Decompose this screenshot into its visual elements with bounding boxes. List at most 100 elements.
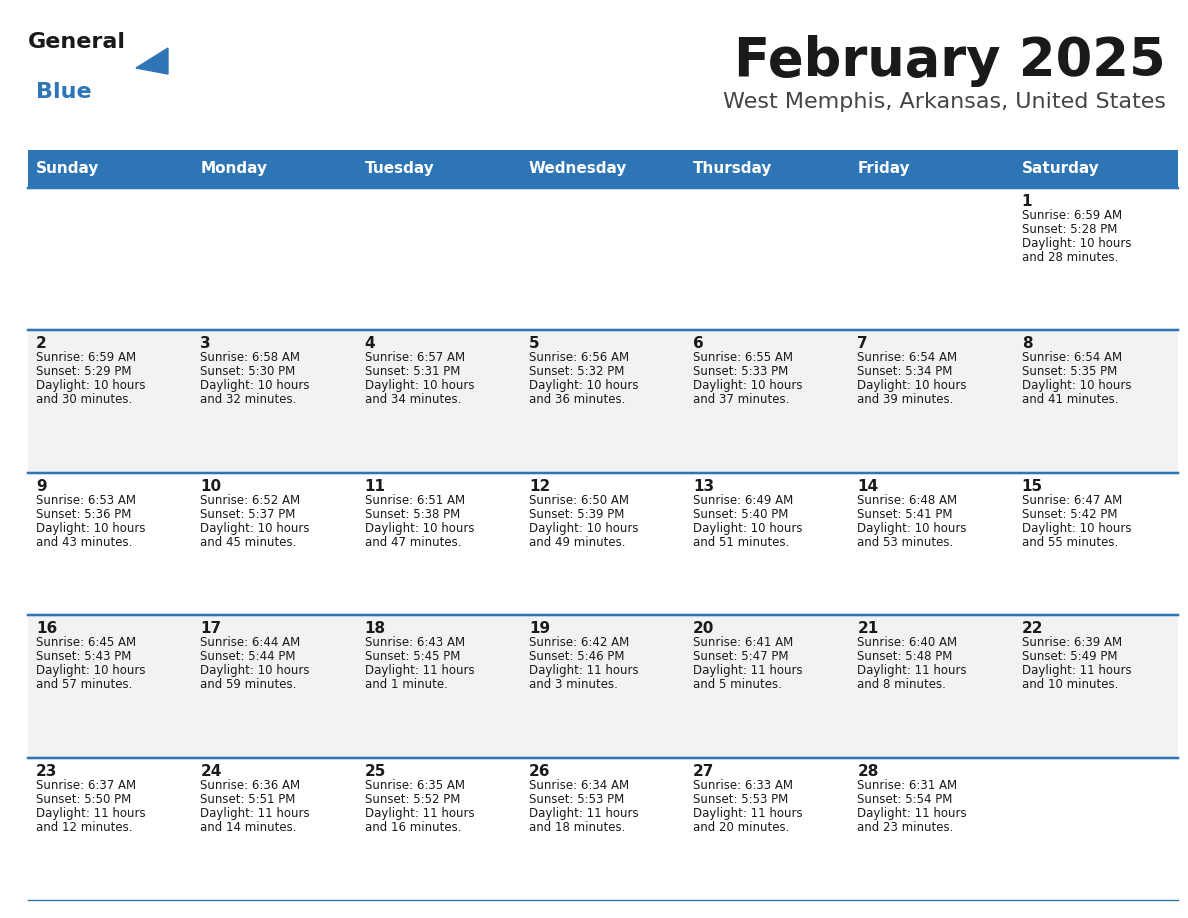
Bar	[685, 615, 849, 757]
Text: Sunrise: 6:39 AM: Sunrise: 6:39 AM	[1022, 636, 1121, 649]
Text: Sunday: Sunday	[36, 162, 100, 176]
Text: Daylight: 11 hours: Daylight: 11 hours	[201, 807, 310, 820]
Text: Sunset: 5:40 PM: Sunset: 5:40 PM	[693, 508, 789, 521]
Text: 24: 24	[201, 764, 222, 778]
Bar	[1013, 615, 1178, 757]
Bar	[520, 615, 685, 757]
Text: Daylight: 10 hours: Daylight: 10 hours	[529, 379, 638, 392]
Bar	[356, 188, 520, 330]
Bar	[356, 757, 520, 900]
Text: Sunrise: 6:35 AM: Sunrise: 6:35 AM	[365, 778, 465, 791]
Text: and 59 minutes.: and 59 minutes.	[201, 678, 297, 691]
Text: Daylight: 10 hours: Daylight: 10 hours	[529, 521, 638, 535]
Text: and 57 minutes.: and 57 minutes.	[36, 678, 132, 691]
Text: Sunset: 5:34 PM: Sunset: 5:34 PM	[858, 365, 953, 378]
Text: Sunset: 5:42 PM: Sunset: 5:42 PM	[1022, 508, 1117, 521]
Text: Sunrise: 6:59 AM: Sunrise: 6:59 AM	[36, 352, 137, 364]
Text: Sunrise: 6:48 AM: Sunrise: 6:48 AM	[858, 494, 958, 507]
Bar	[29, 188, 192, 330]
Text: Sunset: 5:44 PM: Sunset: 5:44 PM	[201, 650, 296, 663]
Text: Sunrise: 6:57 AM: Sunrise: 6:57 AM	[365, 352, 465, 364]
Text: General: General	[29, 32, 126, 52]
Text: Daylight: 11 hours: Daylight: 11 hours	[365, 665, 474, 677]
Text: Sunset: 5:36 PM: Sunset: 5:36 PM	[36, 508, 132, 521]
Text: Sunset: 5:35 PM: Sunset: 5:35 PM	[1022, 365, 1117, 378]
Text: Daylight: 10 hours: Daylight: 10 hours	[36, 521, 145, 535]
Text: and 39 minutes.: and 39 minutes.	[858, 394, 954, 407]
Bar	[520, 330, 685, 473]
Text: Sunrise: 6:59 AM: Sunrise: 6:59 AM	[1022, 209, 1121, 222]
Text: Daylight: 10 hours: Daylight: 10 hours	[201, 665, 310, 677]
Text: Sunrise: 6:45 AM: Sunrise: 6:45 AM	[36, 636, 137, 649]
Text: and 51 minutes.: and 51 minutes.	[693, 536, 790, 549]
Text: Sunrise: 6:52 AM: Sunrise: 6:52 AM	[201, 494, 301, 507]
Bar	[849, 330, 1013, 473]
Text: 26: 26	[529, 764, 550, 778]
Bar	[1013, 330, 1178, 473]
Text: and 36 minutes.: and 36 minutes.	[529, 394, 625, 407]
Text: and 16 minutes.: and 16 minutes.	[365, 821, 461, 834]
Bar	[685, 330, 849, 473]
Bar	[356, 473, 520, 615]
Text: Sunrise: 6:54 AM: Sunrise: 6:54 AM	[1022, 352, 1121, 364]
Bar	[849, 150, 1013, 188]
Bar	[520, 188, 685, 330]
Text: and 23 minutes.: and 23 minutes.	[858, 821, 954, 834]
Text: Sunset: 5:51 PM: Sunset: 5:51 PM	[201, 792, 296, 806]
Text: Monday: Monday	[201, 162, 267, 176]
Text: 14: 14	[858, 479, 879, 494]
Text: Sunset: 5:52 PM: Sunset: 5:52 PM	[365, 792, 460, 806]
Text: Sunrise: 6:51 AM: Sunrise: 6:51 AM	[365, 494, 465, 507]
Bar	[849, 757, 1013, 900]
Text: 10: 10	[201, 479, 221, 494]
Text: Sunset: 5:47 PM: Sunset: 5:47 PM	[693, 650, 789, 663]
Text: and 8 minutes.: and 8 minutes.	[858, 678, 947, 691]
Text: Daylight: 10 hours: Daylight: 10 hours	[1022, 379, 1131, 392]
Text: Sunrise: 6:43 AM: Sunrise: 6:43 AM	[365, 636, 465, 649]
Text: 3: 3	[201, 336, 211, 352]
Text: and 45 minutes.: and 45 minutes.	[201, 536, 297, 549]
Text: Sunrise: 6:33 AM: Sunrise: 6:33 AM	[693, 778, 794, 791]
Bar	[192, 473, 356, 615]
Bar	[849, 473, 1013, 615]
Text: Daylight: 11 hours: Daylight: 11 hours	[529, 665, 638, 677]
Text: Daylight: 10 hours: Daylight: 10 hours	[201, 379, 310, 392]
Bar	[849, 188, 1013, 330]
Bar	[29, 757, 192, 900]
Bar	[192, 615, 356, 757]
Text: 20: 20	[693, 621, 714, 636]
Bar	[1013, 757, 1178, 900]
Bar	[849, 615, 1013, 757]
Text: Sunset: 5:39 PM: Sunset: 5:39 PM	[529, 508, 624, 521]
Bar	[356, 150, 520, 188]
Bar	[192, 188, 356, 330]
Text: 6: 6	[693, 336, 704, 352]
Text: 27: 27	[693, 764, 714, 778]
Text: 16: 16	[36, 621, 57, 636]
Text: 9: 9	[36, 479, 46, 494]
Text: and 20 minutes.: and 20 minutes.	[693, 821, 790, 834]
Text: 18: 18	[365, 621, 386, 636]
Text: and 18 minutes.: and 18 minutes.	[529, 821, 625, 834]
Text: Daylight: 10 hours: Daylight: 10 hours	[1022, 521, 1131, 535]
Bar	[29, 615, 192, 757]
Text: Daylight: 11 hours: Daylight: 11 hours	[529, 807, 638, 820]
Text: Daylight: 11 hours: Daylight: 11 hours	[858, 665, 967, 677]
Text: Sunset: 5:49 PM: Sunset: 5:49 PM	[1022, 650, 1117, 663]
Text: Daylight: 10 hours: Daylight: 10 hours	[365, 379, 474, 392]
Text: Sunrise: 6:50 AM: Sunrise: 6:50 AM	[529, 494, 628, 507]
Bar	[520, 150, 685, 188]
Text: Sunset: 5:38 PM: Sunset: 5:38 PM	[365, 508, 460, 521]
Text: 22: 22	[1022, 621, 1043, 636]
Text: Tuesday: Tuesday	[365, 162, 435, 176]
Text: Sunset: 5:33 PM: Sunset: 5:33 PM	[693, 365, 789, 378]
Text: and 30 minutes.: and 30 minutes.	[36, 394, 132, 407]
Text: 7: 7	[858, 336, 868, 352]
Bar	[1013, 188, 1178, 330]
Text: Daylight: 11 hours: Daylight: 11 hours	[693, 807, 803, 820]
Bar	[29, 473, 192, 615]
Text: 17: 17	[201, 621, 221, 636]
Text: Sunset: 5:32 PM: Sunset: 5:32 PM	[529, 365, 624, 378]
Text: Sunrise: 6:58 AM: Sunrise: 6:58 AM	[201, 352, 301, 364]
Text: and 49 minutes.: and 49 minutes.	[529, 536, 625, 549]
